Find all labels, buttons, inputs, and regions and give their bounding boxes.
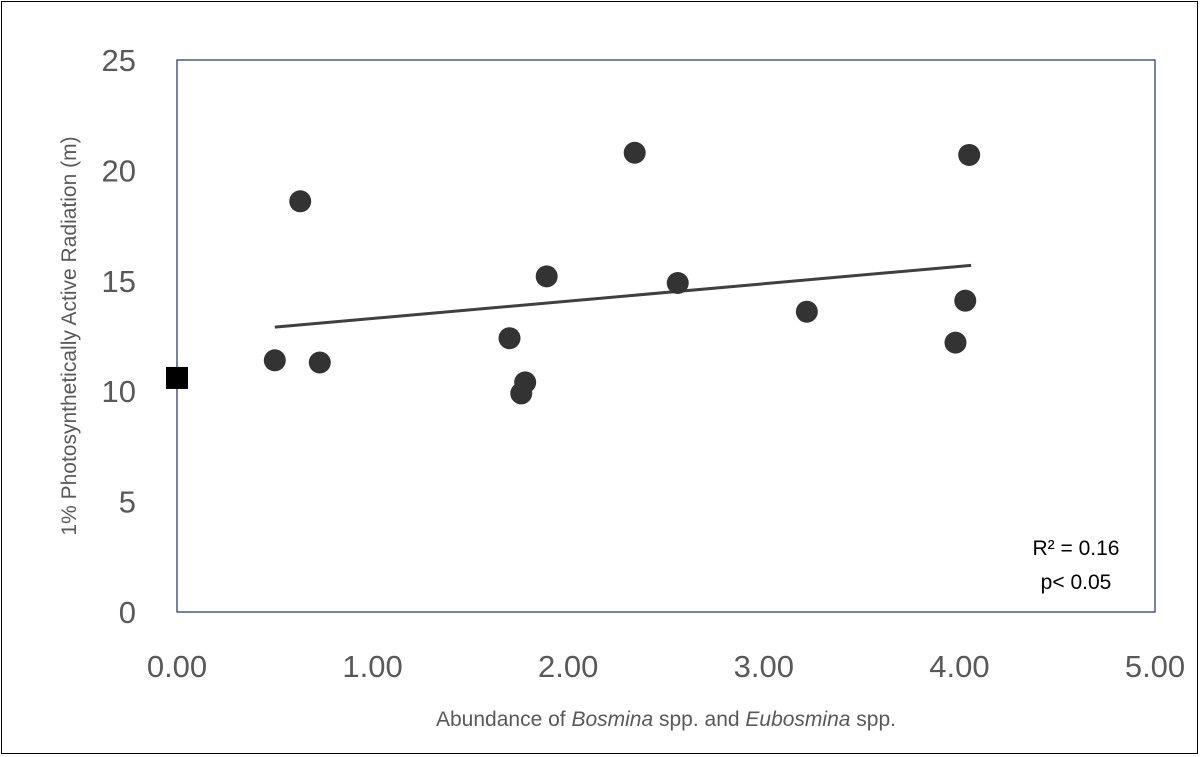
data-points: [166, 141, 981, 405]
y-tick-label: 15: [102, 264, 136, 299]
data-point: [308, 351, 331, 374]
plot-area: [176, 59, 1156, 613]
statistics-annotation: R² = 0.16 p< 0.05: [1033, 537, 1120, 594]
data-point: [498, 327, 521, 350]
data-point: [263, 349, 286, 372]
p-value-label: p< 0.05: [1041, 571, 1112, 594]
x-axis-title-part: Eubosmina: [745, 708, 850, 731]
x-axis-title-part: Abundance of: [436, 708, 571, 731]
x-tick-label: 2.00: [538, 649, 598, 684]
data-point: [535, 265, 558, 288]
r-squared-label: R² = 0.16: [1033, 537, 1120, 560]
x-tick-labels: 0.00 1.00 2.00 3.00 4.00 5.00: [147, 649, 1185, 684]
data-point: [623, 141, 646, 164]
x-axis-title: Abundance of Bosmina spp. and Eubosmina …: [436, 708, 896, 731]
y-tick-label: 25: [102, 43, 136, 78]
x-tick-label: 1.00: [342, 649, 402, 684]
x-tick-label: 3.00: [734, 649, 794, 684]
data-point: [958, 143, 981, 166]
data-point: [514, 371, 537, 394]
data-point: [944, 331, 967, 354]
data-point: [289, 190, 312, 213]
y-tick-label: 0: [119, 595, 136, 630]
y-tick-label: 20: [102, 153, 136, 188]
x-axis-title-part: spp.: [850, 708, 896, 731]
trendline: [274, 263, 972, 329]
data-point: [954, 289, 977, 312]
x-axis-title-part: Bosmina: [571, 708, 653, 731]
x-tick-label: 0.00: [147, 649, 207, 684]
y-tick-label: 5: [119, 485, 136, 520]
x-tick-label: 5.00: [1125, 649, 1185, 684]
data-point-square: [166, 366, 188, 389]
x-axis-title-part: spp. and: [653, 708, 745, 731]
x-tick-label: 4.00: [929, 649, 989, 684]
y-tick-label: 10: [102, 374, 136, 409]
data-point: [666, 272, 689, 295]
y-tick-labels: 0 5 10 15 20 25: [102, 43, 136, 630]
y-axis-title: 1% Photosynthetically Active Radiation (…: [58, 136, 81, 535]
data-point: [795, 300, 818, 323]
